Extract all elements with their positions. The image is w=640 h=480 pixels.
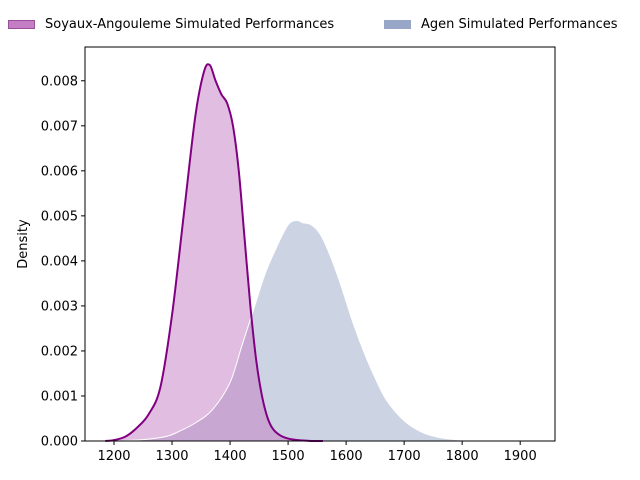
legend-item-soyaux: Soyaux-Angouleme Simulated Performances <box>8 17 334 32</box>
x-tick-label-1900: 1900 <box>504 449 537 464</box>
legend: Soyaux-Angouleme Simulated Performances … <box>0 17 640 37</box>
y-axis: 0.000 0.001 0.002 0.003 0.004 0.005 0.006 0.007… <box>41 74 85 450</box>
series-area-soyaux <box>105 64 323 442</box>
plot-frame <box>84 46 556 442</box>
y-tick-label-3: 0.003 <box>41 299 78 314</box>
x-tick-label-1500: 1500 <box>272 449 305 464</box>
legend-swatch-soyaux <box>8 20 35 29</box>
x-tick-label-1800: 1800 <box>446 449 479 464</box>
legend-item-agen: Agen Simulated Performances <box>384 17 618 32</box>
legend-label-soyaux: Soyaux-Angouleme Simulated Performances <box>45 17 335 32</box>
y-tick-label-5: 0.005 <box>41 209 78 224</box>
y-tick-label-1: 0.001 <box>41 389 78 404</box>
y-tick-label-0: 0.000 <box>41 435 78 450</box>
y-tick-label-8: 0.008 <box>41 74 78 89</box>
y-tick-label-6: 0.006 <box>41 164 78 179</box>
x-tick-label-1200: 1200 <box>97 449 130 464</box>
x-tick-label-1700: 1700 <box>388 449 421 464</box>
series-area-agen <box>114 220 521 441</box>
series-line-soyaux <box>105 63 323 442</box>
legend-swatch-agen <box>384 20 411 29</box>
y-tick-label-4: 0.004 <box>41 254 78 269</box>
y-tick-label-7: 0.007 <box>41 119 78 134</box>
x-tick-label-1400: 1400 <box>214 449 247 464</box>
y-axis-label: Density <box>16 219 31 269</box>
legend-label-agen: Agen Simulated Performances <box>421 17 618 32</box>
y-tick-label-2: 0.002 <box>41 344 78 359</box>
x-tick-label-1300: 1300 <box>155 449 188 464</box>
x-tick-label-1600: 1600 <box>330 449 363 464</box>
plot-area <box>105 63 521 442</box>
x-axis: 1200 1300 1400 1500 1600 1700 1800 1900 <box>97 441 537 464</box>
series-line-agen <box>113 219 521 442</box>
